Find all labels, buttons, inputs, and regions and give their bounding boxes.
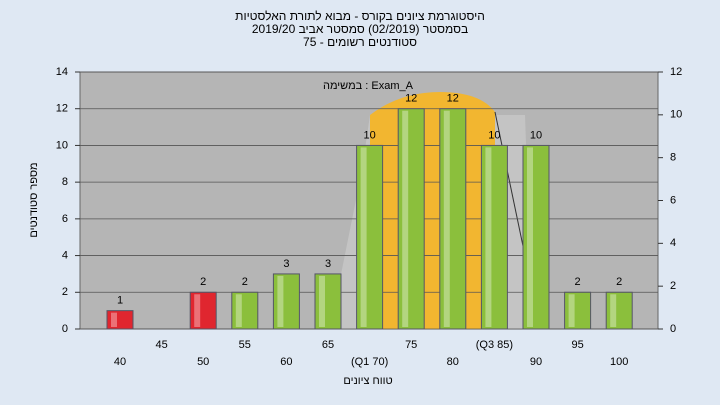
x-tick-label: 55 — [239, 339, 251, 351]
chart-title: היסטוגרמת ציונים בקורס - מבוא לתורת האלס… — [235, 9, 485, 23]
x-tick-label: 65 — [322, 339, 334, 351]
value-label: 2 — [575, 276, 581, 288]
bar-highlight — [527, 147, 533, 327]
value-label: 2 — [200, 276, 206, 288]
value-label: 10 — [530, 129, 542, 141]
annotation: במשימה : Exam_A — [323, 80, 414, 92]
x-tick-label: 100 — [610, 356, 628, 368]
x-tick-label: (Q3 85) — [476, 339, 513, 351]
bar — [231, 291, 259, 330]
x-tick-label: 75 — [405, 339, 417, 351]
y-tick-label: 6 — [62, 213, 68, 225]
bar — [439, 108, 467, 330]
y-tick-label: 12 — [56, 103, 68, 115]
y2-tick-label: 12 — [670, 66, 682, 78]
value-label: 12 — [447, 93, 459, 105]
value-label: 3 — [325, 258, 331, 270]
y-tick-label: 14 — [56, 66, 68, 78]
bar — [356, 144, 384, 330]
y2-tick-label: 4 — [670, 237, 676, 249]
y-tick-label: 8 — [62, 176, 68, 188]
x-tick-label: (Q1 70) — [351, 356, 388, 368]
x-tick-label: 80 — [447, 356, 459, 368]
x-tick-label: 40 — [114, 356, 126, 368]
y-axis-label: מספר סטודנטים — [28, 162, 40, 237]
x-tick-label: 50 — [197, 356, 209, 368]
value-label: 10 — [488, 129, 500, 141]
bar — [564, 291, 592, 330]
bar-highlight — [194, 294, 201, 327]
bar — [272, 273, 300, 330]
bar — [397, 108, 425, 330]
bar-highlight — [402, 110, 409, 327]
value-label: 10 — [363, 129, 375, 141]
bar-highlight — [235, 294, 242, 327]
chart-subtitle: סטודנטים רשומים - 75 — [303, 35, 417, 49]
y-tick-label: 2 — [62, 286, 68, 298]
bar-highlight — [443, 110, 450, 327]
bar-highlight — [277, 275, 284, 327]
x-tick-label: 45 — [155, 339, 167, 351]
y2-tick-label: 8 — [670, 152, 676, 164]
y-tick-label: 10 — [56, 139, 68, 151]
bar-highlight — [610, 294, 617, 327]
value-label: 1 — [117, 295, 123, 307]
x-tick-label: 95 — [571, 339, 583, 351]
bar — [522, 144, 550, 330]
y2-tick-label: 0 — [670, 323, 676, 335]
y2-tick-label: 6 — [670, 194, 676, 206]
value-label: 3 — [283, 258, 289, 270]
bar-highlight — [485, 147, 492, 327]
y2-tick-label: 10 — [670, 109, 682, 121]
iqr-region — [370, 92, 495, 329]
chart-subtitle: בסמסטר (02/2019) סמסטר אביב 2019/20 — [252, 22, 468, 36]
y2-tick-label: 2 — [670, 280, 676, 292]
bar — [106, 310, 134, 330]
bar-highlight — [360, 147, 367, 327]
y-tick-label: 4 — [62, 249, 68, 261]
value-label: 2 — [616, 276, 622, 288]
bar-highlight — [319, 275, 325, 327]
x-tick-label: 60 — [280, 356, 292, 368]
bar — [605, 291, 633, 330]
y-tick-label: 0 — [62, 323, 68, 335]
x-axis-label: טווח ציונים — [343, 375, 392, 387]
value-label: 2 — [242, 276, 248, 288]
bar-highlight — [568, 294, 575, 327]
bar — [480, 144, 508, 330]
value-label: 12 — [405, 93, 417, 105]
bar-highlight — [111, 312, 117, 327]
bar — [189, 291, 217, 330]
bar — [314, 273, 342, 330]
x-tick-label: 90 — [530, 356, 542, 368]
